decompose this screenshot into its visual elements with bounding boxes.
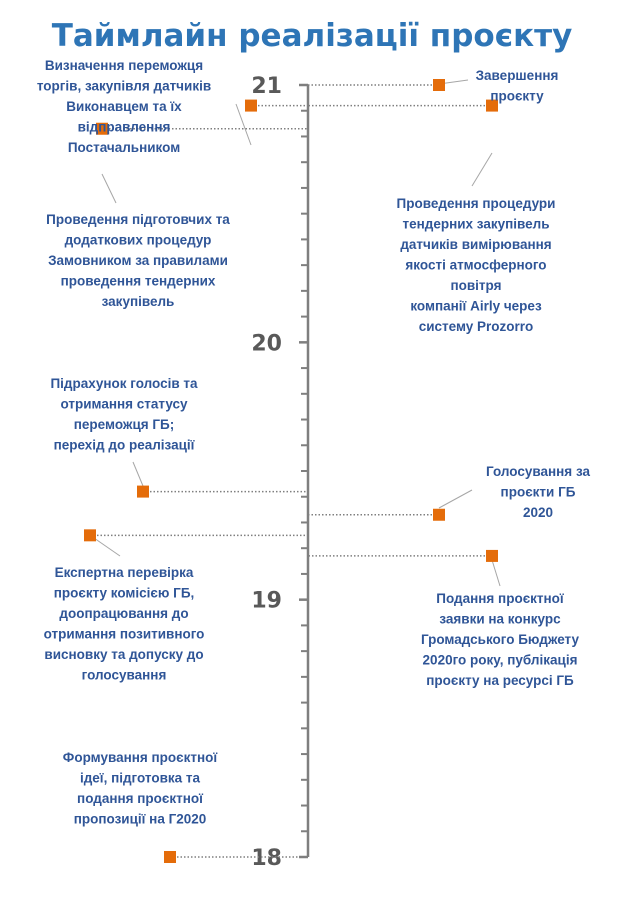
event-marker-3 [137,485,149,498]
event-label-2: Експертна перевірка проєкту комісією ГБ, д… [44,565,205,683]
leader-line-7 [438,489,473,509]
event-marker-7 [433,508,445,521]
tick-label-18: 18 [251,846,282,871]
event-label-4: Проведення підготовчих та додаткових проц… [46,212,230,309]
event-marker-2 [84,529,96,542]
chart-title: Таймлайн реалізації проєкту [52,18,573,54]
axis-ticks: 18 19 20 21 [251,74,308,871]
tick-label-19: 19 [251,589,282,614]
event-label-1: Формування проєктної ідеї, підготовка та п… [63,750,219,827]
leader-line-8 [471,152,493,187]
event-label-8: Проведення процедури тендерних закупівель… [397,196,556,334]
connector-lines [90,79,501,858]
event-marker-5 [245,99,257,112]
event-labels: Формування проєктної ідеї, підготовка та п… [37,58,591,827]
event-marker-4 [96,122,108,135]
leader-line-4 [101,173,117,204]
event-label-6: Подання проєктної заявки на конкурс Громад… [421,591,580,688]
leader-line-5 [235,103,252,146]
event-label-5: Визначення переможця торгів, закупівля да… [37,58,211,155]
tick-label-20: 20 [251,331,282,356]
event-marker-9 [433,79,445,91]
leader-line-6 [491,559,501,587]
tick-label-21: 21 [251,74,282,99]
event-marker-6 [486,549,498,562]
leader-line-2 [93,537,121,557]
leader-line-3 [132,461,144,487]
event-markers [84,79,498,863]
event-marker-1 [164,851,176,863]
event-marker-8 [486,99,498,112]
event-label-9: Завершення проєкту [476,68,559,104]
event-label-3: Підрахунок голосів та отримання статусу пе… [50,376,198,453]
event-label-7: Голосування за проєкти ГБ 2020 [486,464,590,520]
